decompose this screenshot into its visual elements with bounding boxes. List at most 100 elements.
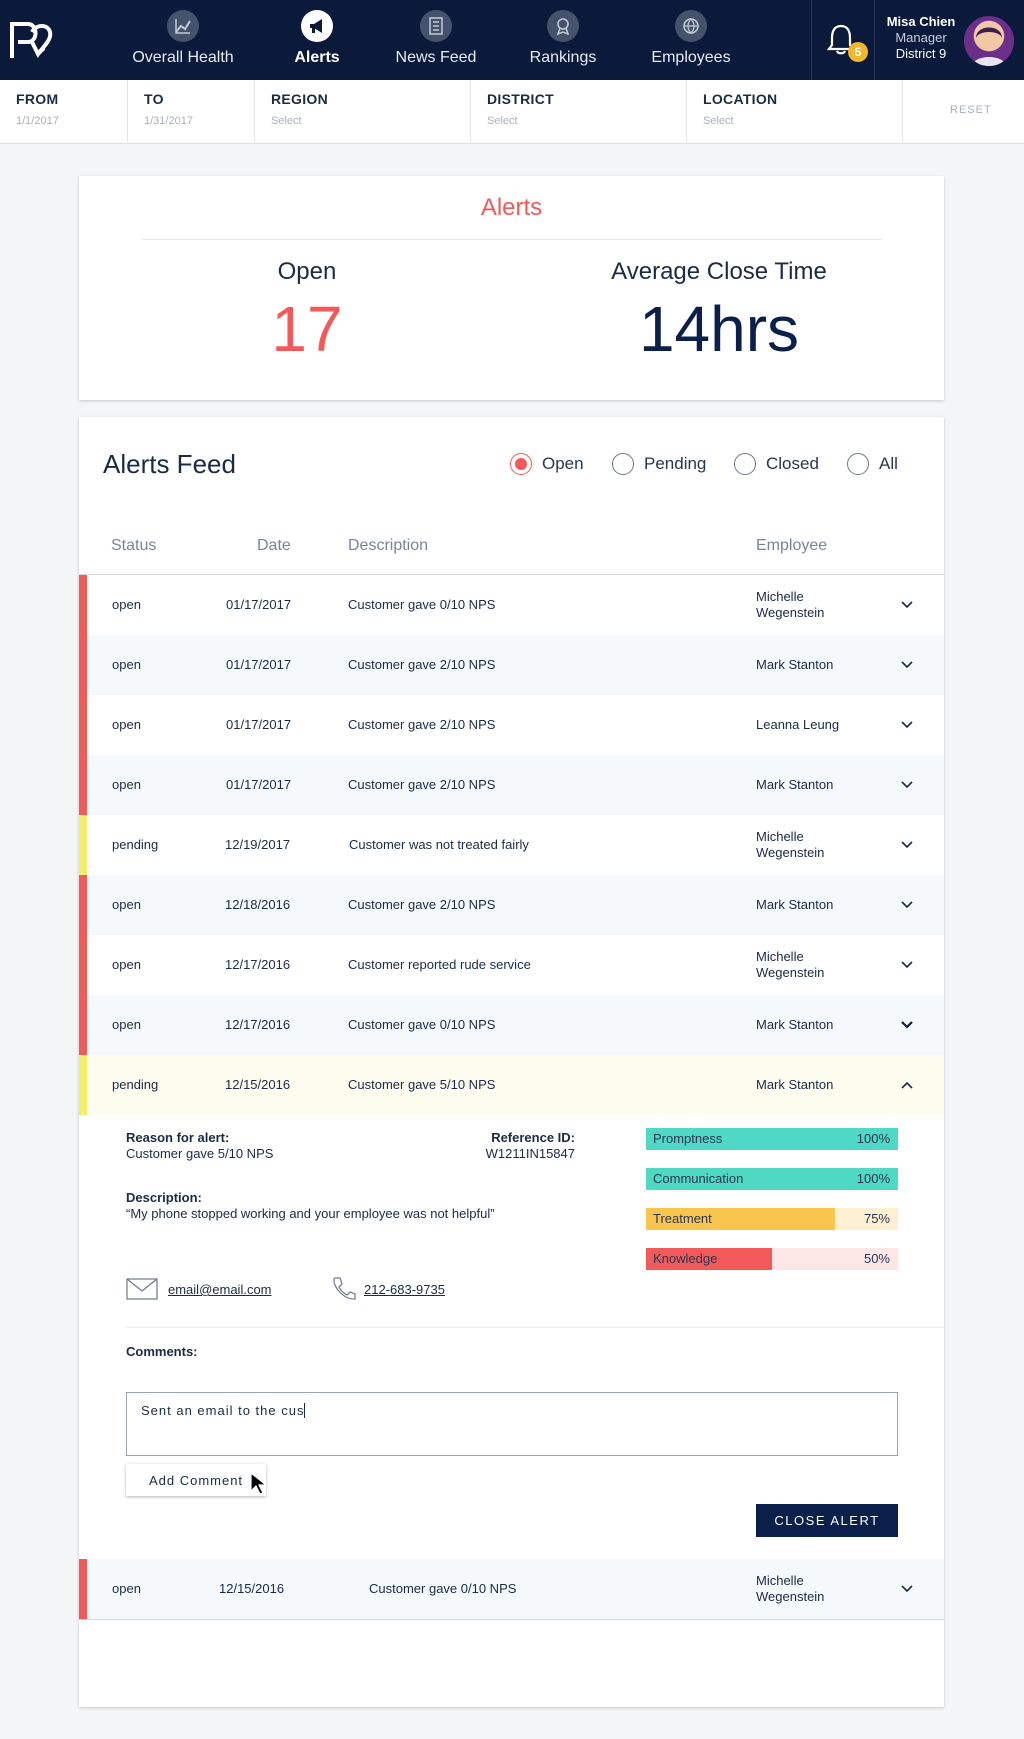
nav-employees[interactable]: Employees bbox=[649, 10, 733, 70]
table-bottom-divider bbox=[79, 1619, 944, 1620]
row-description: Customer gave 2/10 NPS bbox=[348, 717, 496, 732]
alert-detail-panel: Reason for alert: Customer gave 5/10 NPS… bbox=[79, 1116, 944, 1562]
filter-region[interactable]: REGION Select bbox=[255, 80, 471, 144]
reset-button[interactable]: RESET bbox=[950, 104, 992, 116]
radio-label: Closed bbox=[766, 454, 819, 473]
status-indicator bbox=[79, 815, 87, 875]
row-description: Customer gave 0/10 NPS bbox=[348, 597, 496, 612]
reason-label: Reason for alert: bbox=[126, 1130, 230, 1145]
globe-icon bbox=[675, 10, 707, 42]
filter-label: DISTRICT bbox=[487, 91, 554, 107]
close-alert-button[interactable]: CLOSE ALERT bbox=[756, 1504, 898, 1537]
filter-to[interactable]: TO 1/31/2017 bbox=[128, 80, 255, 144]
nav-news-feed[interactable]: News Feed bbox=[394, 10, 478, 70]
email-link[interactable]: email@email.com bbox=[168, 1282, 272, 1297]
filter-value: Select bbox=[487, 115, 518, 127]
chevron-down-icon[interactable] bbox=[899, 777, 915, 793]
radio-label: Open bbox=[542, 454, 584, 473]
megaphone-icon bbox=[301, 10, 333, 42]
row-employee: Mark Stanton bbox=[756, 657, 834, 672]
status-indicator bbox=[79, 635, 87, 695]
chevron-down-icon[interactable] bbox=[899, 837, 915, 853]
nav-overall-health[interactable]: Overall Health bbox=[128, 10, 238, 70]
description-block: Description: “My phone stopped working a… bbox=[126, 1190, 495, 1222]
row-employee: Mark Stanton bbox=[756, 1077, 834, 1092]
feed-title: Alerts Feed bbox=[103, 449, 236, 479]
row-date: 12/18/2016 bbox=[225, 897, 291, 912]
table-row[interactable]: open 01/17/2017 Customer gave 2/10 NPS M… bbox=[79, 755, 944, 815]
status-indicator bbox=[79, 995, 87, 1055]
filter-value: Select bbox=[271, 115, 302, 127]
table-row-expanded[interactable]: pending 12/15/2016 Customer gave 5/10 NP… bbox=[79, 1055, 944, 1115]
row-description: Customer gave 0/10 NPS bbox=[369, 1581, 517, 1596]
chevron-down-icon[interactable] bbox=[899, 657, 915, 673]
filter-district[interactable]: DISTRICT Select bbox=[471, 80, 687, 144]
filter-radio-closed[interactable]: Closed bbox=[734, 453, 819, 475]
column-header-employee[interactable]: Employee bbox=[756, 537, 828, 554]
table-row[interactable]: open 01/17/2017 Customer gave 2/10 NPS L… bbox=[79, 695, 944, 755]
row-date: 01/17/2017 bbox=[226, 597, 292, 612]
row-status: open bbox=[112, 657, 141, 672]
score-percent: 100% bbox=[856, 1131, 890, 1146]
chevron-up-icon[interactable] bbox=[899, 1077, 915, 1093]
filter-radio-pending[interactable]: Pending bbox=[612, 453, 706, 475]
score-percent: 50% bbox=[863, 1251, 890, 1266]
user-name: Misa Chien bbox=[886, 14, 956, 29]
nav-alerts[interactable]: Alerts bbox=[282, 10, 352, 70]
chevron-down-icon[interactable] bbox=[899, 717, 915, 733]
row-date: 12/15/2016 bbox=[225, 1077, 291, 1092]
filter-radio-open[interactable]: Open bbox=[510, 453, 584, 475]
table-row[interactable]: open 12/17/2016 Customer gave 0/10 NPS M… bbox=[79, 995, 944, 1055]
row-date: 01/17/2017 bbox=[226, 717, 292, 732]
score-percent: 75% bbox=[863, 1211, 890, 1226]
score-percent: 100% bbox=[856, 1171, 890, 1186]
phone-link[interactable]: 212-683-9735 bbox=[364, 1282, 445, 1297]
notification-badge[interactable]: 5 bbox=[848, 42, 868, 62]
radio-label: Pending bbox=[644, 454, 707, 473]
comments-label: Comments: bbox=[126, 1344, 198, 1359]
avatar[interactable] bbox=[964, 16, 1014, 66]
header-divider bbox=[79, 574, 944, 575]
avg-close-label: Average Close Time bbox=[611, 258, 827, 285]
chevron-down-icon[interactable] bbox=[899, 897, 915, 913]
chevron-down-icon[interactable] bbox=[899, 597, 915, 613]
status-indicator bbox=[79, 875, 87, 935]
filter-radio-all[interactable]: All bbox=[847, 453, 898, 475]
row-employee: Michelle Wegenstein bbox=[756, 829, 825, 860]
table-row[interactable]: open 01/17/2017 Customer gave 0/10 NPS M… bbox=[79, 575, 944, 635]
table-row[interactable]: pending 12/19/2017 Customer was not trea… bbox=[79, 815, 944, 875]
row-status: open bbox=[112, 717, 141, 732]
column-header-date[interactable]: Date bbox=[257, 537, 291, 554]
row-employee: Leanna Leung bbox=[756, 717, 840, 732]
logo[interactable] bbox=[8, 18, 58, 62]
nav-divider bbox=[811, 0, 812, 80]
row-status: open bbox=[112, 897, 141, 912]
row-date: 12/19/2017 bbox=[225, 837, 291, 852]
column-header-status[interactable]: Status bbox=[111, 537, 157, 554]
table-row[interactable]: open 01/17/2017 Customer gave 2/10 NPS M… bbox=[79, 635, 944, 695]
nav-label: Alerts bbox=[294, 49, 340, 66]
radio-icon bbox=[734, 453, 756, 475]
filter-value: 1/31/2017 bbox=[144, 115, 193, 127]
bell-icon[interactable] bbox=[826, 22, 856, 56]
column-header-description[interactable]: Description bbox=[348, 537, 429, 554]
chevron-down-icon[interactable] bbox=[899, 1581, 915, 1597]
comment-input[interactable]: Sent an email to the cus bbox=[126, 1392, 898, 1456]
row-date: 12/15/2016 bbox=[219, 1581, 285, 1596]
chevron-down-icon[interactable] bbox=[899, 1017, 915, 1033]
table-row[interactable]: open 12/17/2016 Customer reported rude s… bbox=[79, 935, 944, 995]
add-comment-button[interactable]: Add Comment bbox=[126, 1464, 266, 1496]
user-info[interactable]: Misa Chien Manager District 9 bbox=[880, 14, 962, 62]
avg-close-stat: Average Close Time 14hrs bbox=[589, 258, 849, 366]
user-role: Manager bbox=[895, 30, 947, 45]
filter-location[interactable]: LOCATION Select bbox=[687, 80, 903, 144]
row-employee: Mark Stanton bbox=[756, 777, 834, 792]
row-description: Customer gave 2/10 NPS bbox=[348, 777, 496, 792]
chevron-down-icon[interactable] bbox=[899, 957, 915, 973]
row-description: Customer gave 2/10 NPS bbox=[348, 897, 496, 912]
filter-from[interactable]: FROM 1/1/2017 bbox=[0, 80, 128, 144]
nav-rankings[interactable]: Rankings bbox=[523, 10, 603, 70]
table-row[interactable]: open 12/15/2016 Customer gave 0/10 NPS M… bbox=[79, 1559, 944, 1619]
table-row[interactable]: open 12/18/2016 Customer gave 2/10 NPS M… bbox=[79, 875, 944, 935]
top-navigation: Overall Health Alerts News Feed Rankings… bbox=[0, 0, 1024, 80]
